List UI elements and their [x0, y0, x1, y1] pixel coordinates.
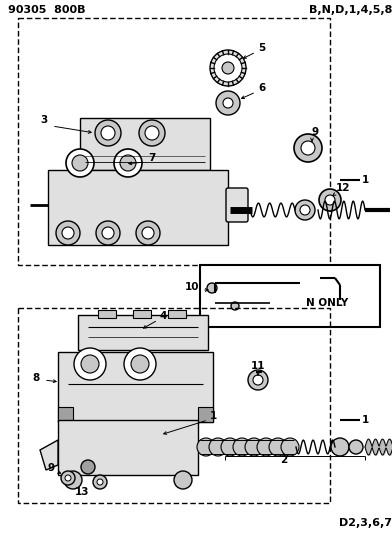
- Circle shape: [210, 50, 246, 86]
- Bar: [98, 310, 116, 318]
- Circle shape: [207, 283, 217, 293]
- Circle shape: [295, 200, 315, 220]
- Circle shape: [61, 471, 75, 485]
- Text: 11: 11: [251, 361, 265, 371]
- FancyBboxPatch shape: [226, 188, 248, 222]
- Circle shape: [214, 54, 242, 82]
- Circle shape: [114, 149, 142, 177]
- Bar: [200, 265, 380, 327]
- Circle shape: [65, 475, 71, 481]
- Circle shape: [97, 479, 103, 485]
- Text: B,N,D,1,4,5,8: B,N,D,1,4,5,8: [309, 5, 392, 15]
- Bar: [18, 18, 330, 265]
- Circle shape: [93, 475, 107, 489]
- Circle shape: [102, 227, 114, 239]
- Bar: [58, 420, 198, 475]
- Circle shape: [64, 471, 82, 489]
- Circle shape: [221, 438, 239, 456]
- Circle shape: [294, 134, 322, 162]
- Circle shape: [136, 221, 160, 245]
- Bar: [198, 407, 213, 422]
- Text: 7: 7: [148, 153, 155, 163]
- Circle shape: [124, 348, 156, 380]
- Polygon shape: [40, 440, 58, 470]
- Circle shape: [223, 98, 233, 108]
- Bar: [80, 118, 210, 170]
- Circle shape: [74, 348, 106, 380]
- Circle shape: [216, 91, 240, 115]
- Text: N ONLY: N ONLY: [306, 298, 348, 308]
- Bar: [58, 407, 73, 422]
- Text: 1: 1: [362, 415, 369, 425]
- Text: 9: 9: [48, 463, 55, 473]
- Text: 3: 3: [40, 115, 47, 125]
- Circle shape: [331, 438, 349, 456]
- Circle shape: [139, 120, 165, 146]
- Bar: [58, 352, 213, 422]
- Circle shape: [222, 62, 234, 74]
- Text: 5: 5: [258, 43, 265, 53]
- Text: 1: 1: [210, 411, 217, 421]
- Circle shape: [319, 189, 341, 211]
- Bar: [168, 310, 186, 318]
- Circle shape: [269, 438, 287, 456]
- Text: 9: 9: [312, 127, 319, 137]
- Text: D2,3,6,7: D2,3,6,7: [339, 518, 392, 528]
- Circle shape: [81, 460, 95, 474]
- Circle shape: [253, 375, 263, 385]
- Text: 90305  800B: 90305 800B: [8, 5, 85, 15]
- Circle shape: [245, 438, 263, 456]
- Text: 10: 10: [185, 282, 200, 292]
- Text: 2: 2: [280, 455, 287, 465]
- Circle shape: [56, 221, 80, 245]
- Circle shape: [72, 155, 88, 171]
- Bar: [48, 170, 228, 245]
- Circle shape: [174, 471, 192, 489]
- Text: 4: 4: [160, 311, 167, 321]
- Circle shape: [301, 141, 315, 155]
- Text: 1: 1: [362, 175, 369, 185]
- Circle shape: [95, 120, 121, 146]
- Circle shape: [248, 370, 268, 390]
- Circle shape: [281, 438, 299, 456]
- Circle shape: [131, 355, 149, 373]
- Circle shape: [120, 155, 136, 171]
- Circle shape: [142, 227, 154, 239]
- Bar: [18, 308, 330, 503]
- Circle shape: [81, 355, 99, 373]
- Circle shape: [325, 195, 335, 205]
- Circle shape: [62, 227, 74, 239]
- Text: 6: 6: [258, 83, 265, 93]
- Circle shape: [300, 205, 310, 215]
- Circle shape: [231, 302, 239, 310]
- Circle shape: [257, 438, 275, 456]
- Circle shape: [349, 440, 363, 454]
- Text: 8: 8: [32, 373, 39, 383]
- Circle shape: [209, 438, 227, 456]
- Circle shape: [101, 126, 115, 140]
- Bar: [78, 315, 208, 350]
- Circle shape: [233, 438, 251, 456]
- Circle shape: [145, 126, 159, 140]
- Text: 12: 12: [336, 183, 350, 193]
- Circle shape: [197, 438, 215, 456]
- Text: 13: 13: [75, 487, 89, 497]
- Circle shape: [96, 221, 120, 245]
- Bar: [133, 310, 151, 318]
- Circle shape: [66, 149, 94, 177]
